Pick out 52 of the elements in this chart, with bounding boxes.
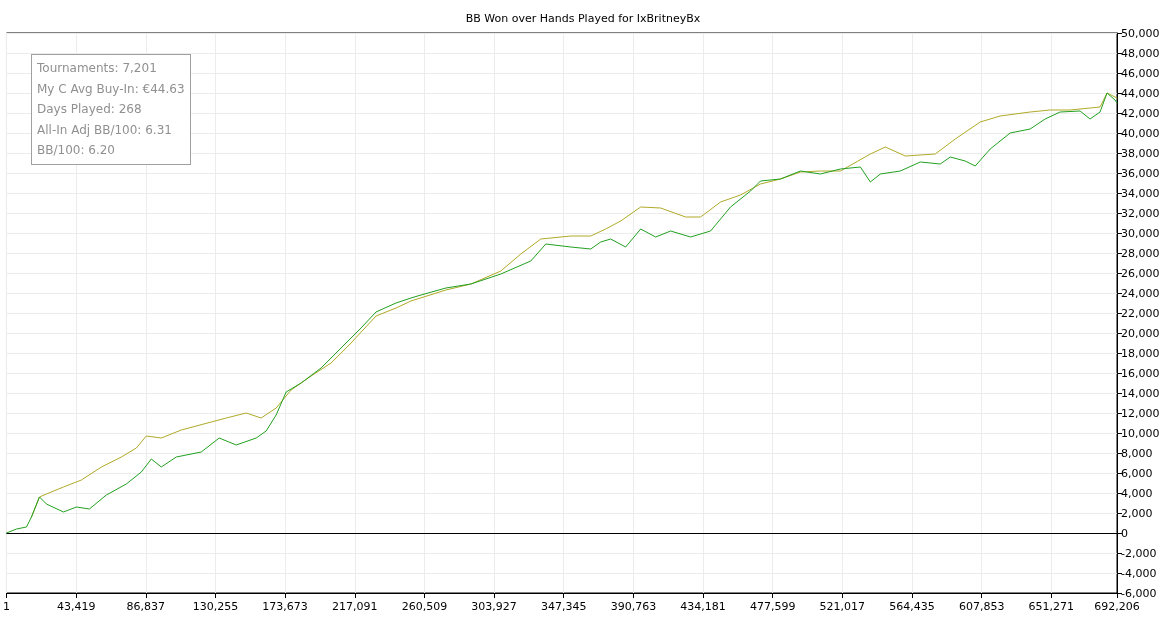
y-tick-label: 16,000 xyxy=(1121,366,1160,380)
y-tick-label: 36,000 xyxy=(1121,166,1160,180)
x-tick-label: 130,255 xyxy=(192,600,239,613)
y-tick-label: 18,000 xyxy=(1121,346,1160,360)
y-tick-label: 4,000 xyxy=(1121,486,1153,500)
y-tick-label: 28,000 xyxy=(1121,246,1160,260)
x-tick-label: 173,673 xyxy=(262,600,308,613)
y-tick-label: 46,000 xyxy=(1121,66,1160,80)
x-tick-label: 217,091 xyxy=(332,600,378,613)
y-tick-label: -4,000 xyxy=(1121,566,1157,580)
y-tick-label: 50,000 xyxy=(1121,26,1160,40)
y-tick-label: -6,000 xyxy=(1121,586,1157,600)
x-tick-label: 477,599 xyxy=(749,600,796,613)
x-tick-label: 651,271 xyxy=(1028,600,1075,613)
x-tick-label: 692,206 xyxy=(1094,600,1140,613)
y-tick-label: -2,000 xyxy=(1121,546,1157,560)
y-tick-label: 8,000 xyxy=(1121,446,1153,460)
annotation: My C Avg Buy-In: €44.63 xyxy=(37,80,185,98)
y-tick-label: 20,000 xyxy=(1121,326,1160,340)
x-tick-label: 434,181 xyxy=(680,600,726,613)
y-tick-label: 34,000 xyxy=(1121,186,1160,200)
x-tick-label: 303,927 xyxy=(471,600,517,613)
y-tick-label: 44,000 xyxy=(1121,86,1160,100)
y-tick-label: 22,000 xyxy=(1121,306,1160,320)
x-tick-label: 1 xyxy=(3,600,10,613)
x-tick-label: 390,763 xyxy=(610,600,657,613)
annotation: BB/100: 6.20 xyxy=(37,142,116,159)
annotation: All-In Adj BB/100: 6.31 xyxy=(37,121,173,139)
chart-title: BB Won over Hands Played for IxBritneyBx xyxy=(465,12,701,25)
annotation: Tournaments: 7,201 xyxy=(37,60,158,77)
y-tick-label: 30,000 xyxy=(1121,226,1160,240)
y-tick-label: 10,000 xyxy=(1121,426,1160,440)
y-tick-label: 26,000 xyxy=(1121,266,1160,280)
x-tick-label: 86,837 xyxy=(126,600,166,613)
y-tick-label: 14,000 xyxy=(1121,386,1160,400)
y-tick-label: 6,000 xyxy=(1121,466,1153,480)
y-tick-label: 38,000 xyxy=(1121,146,1160,160)
y-tick-label: 32,000 xyxy=(1121,206,1160,220)
y-tick-label: 42,000 xyxy=(1121,106,1160,120)
y-tick-label: 48,000 xyxy=(1121,46,1160,60)
y-tick-label: 12,000 xyxy=(1121,406,1160,420)
x-tick-label: 607,853 xyxy=(958,600,1005,613)
y-tick-label: 0 xyxy=(1121,526,1128,540)
x-tick-label: 260,509 xyxy=(401,600,448,613)
y-tick-label: 2,000 xyxy=(1121,506,1153,520)
x-tick-label: 43,419 xyxy=(56,600,96,613)
x-tick-label: 521,017 xyxy=(819,600,866,613)
x-tick-label: 347,345 xyxy=(540,600,587,613)
x-tick-label: 564,435 xyxy=(889,600,935,613)
y-tick-label: 24,000 xyxy=(1121,286,1160,300)
annotation: Days Played: 268 xyxy=(37,101,143,118)
y-tick-label: 40,000 xyxy=(1121,126,1160,140)
